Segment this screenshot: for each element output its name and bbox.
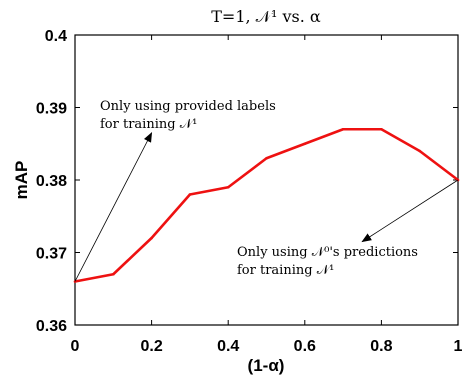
x-tick-label: 0.8 [370,338,392,355]
x-tick-label: 0.4 [217,338,239,355]
plot-frame [74,34,459,326]
y-tick-label: 0.4 [45,28,67,45]
y-tick-label: 0.38 [36,173,67,190]
annotation-text: for training 𝒩¹ [237,263,334,278]
x-tick-label: 0 [71,338,80,355]
annotation-text: for training 𝒩¹ [100,117,197,132]
data-point [303,142,307,146]
x-tick-label: 0.2 [140,338,162,355]
annotation-text: Only using provided labels [100,99,276,114]
data-point [188,193,192,196]
annotation-arrow [361,179,459,243]
annotation-text: Only using 𝒩⁰'s predictions [237,245,418,260]
y-axis-label: mAP [12,161,31,200]
y-tick-label: 0.37 [36,246,67,263]
data-point [112,272,115,276]
x-tick-label: 1 [454,338,462,355]
data-point [418,149,422,153]
y-tick-label: 0.39 [36,101,67,118]
x-axis-label: (1-α) [248,356,285,375]
x-tick-label: 0.6 [294,338,316,355]
data-point [226,185,230,189]
data-point [150,236,153,240]
data-point [380,127,383,131]
y-tick-label: 0.36 [36,318,67,335]
data-point [341,127,345,131]
chart-title: T=1, 𝒩¹ vs. α [211,7,321,26]
annotation-arrow [74,131,153,282]
data-point [265,156,268,160]
